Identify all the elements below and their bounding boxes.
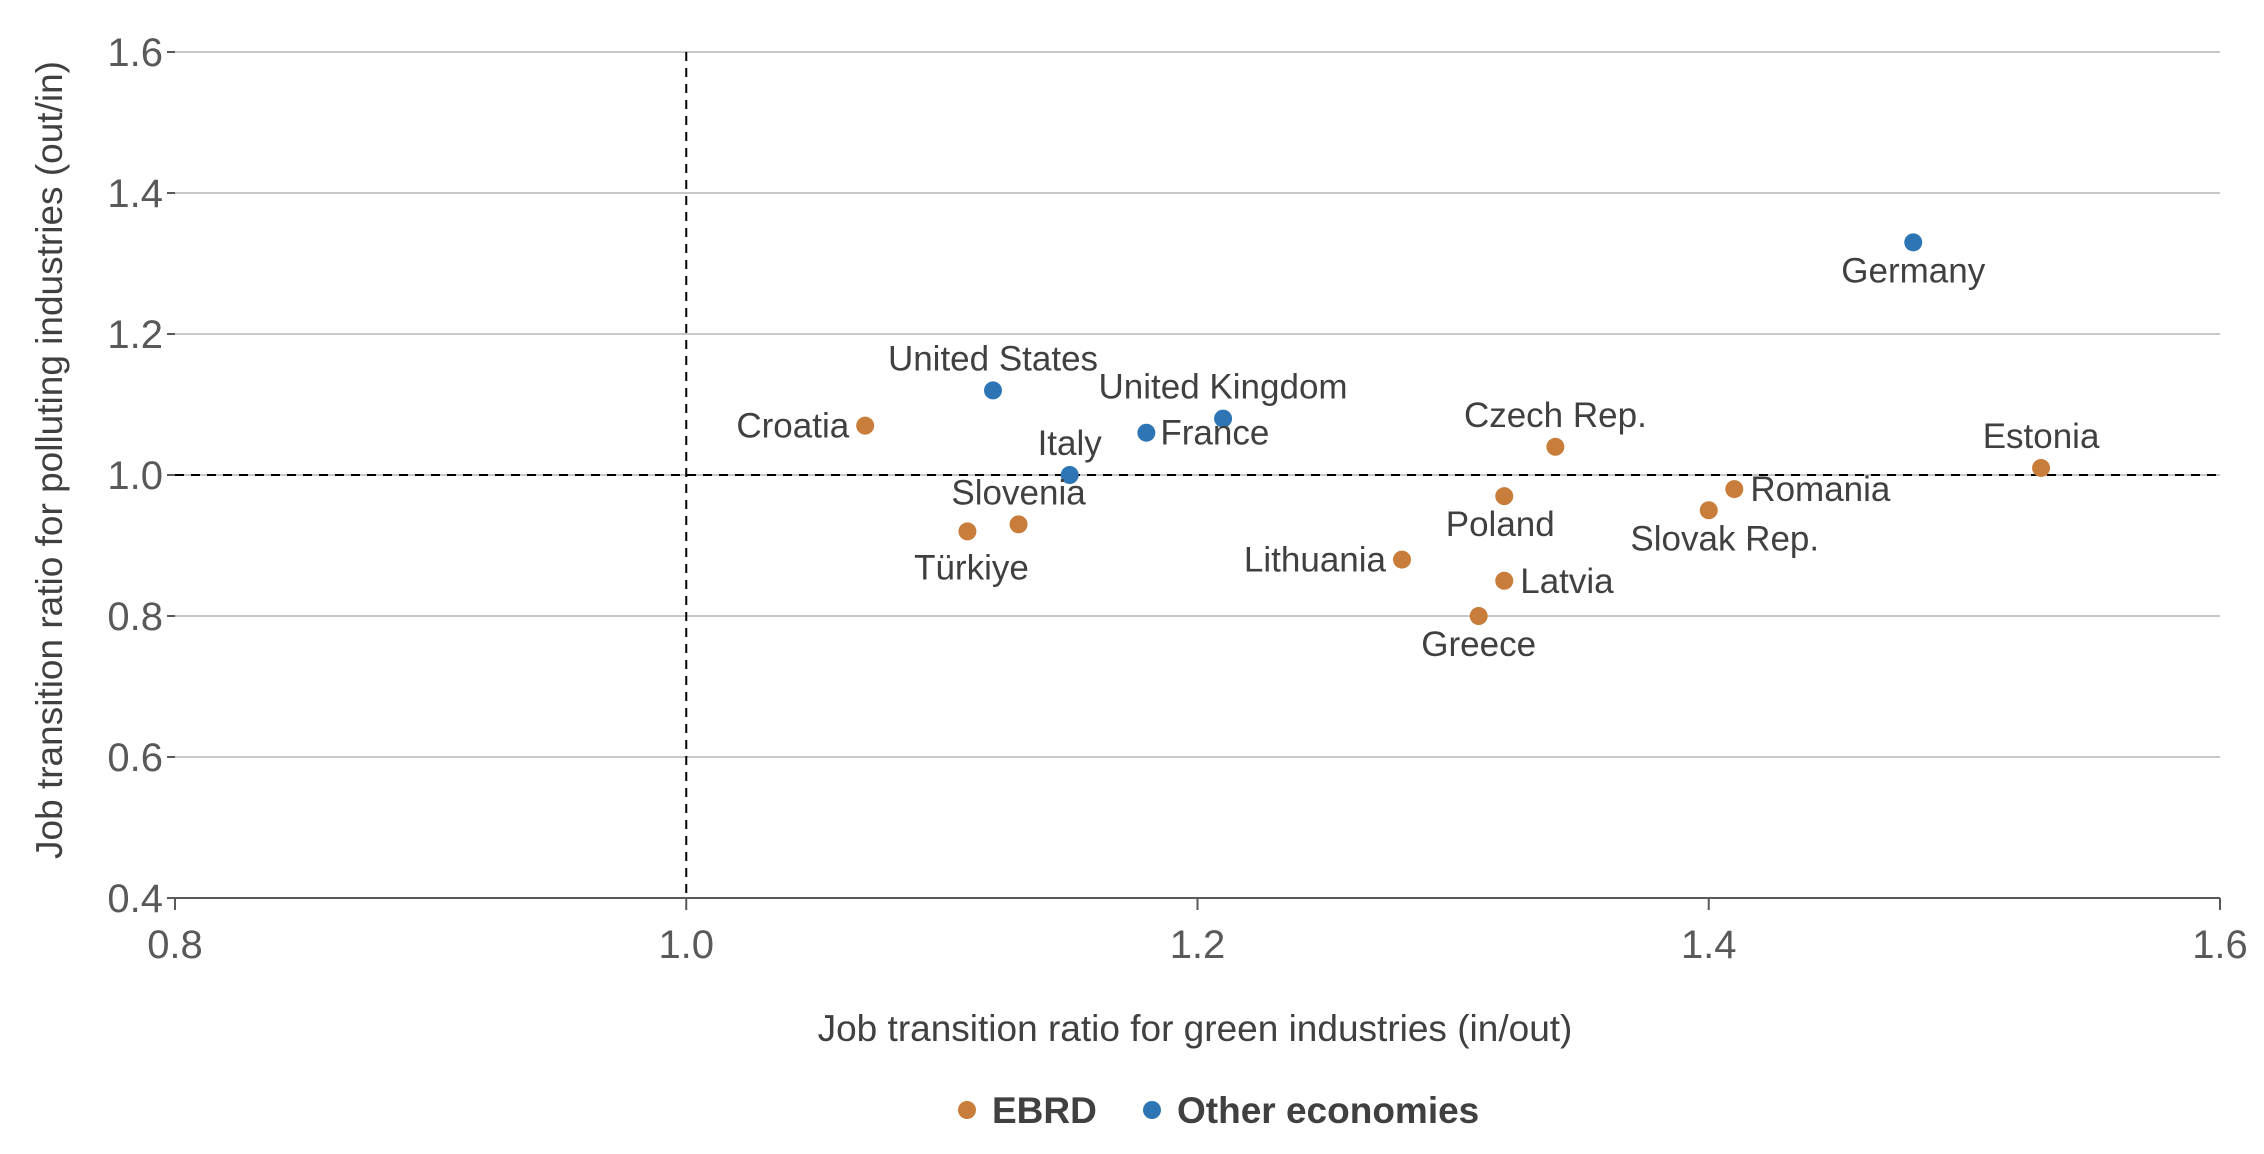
point-label-czech-rep: Czech Rep. (1464, 396, 1647, 435)
point-estonia (2032, 458, 2051, 477)
legend-label-other-economies: Other economies (1177, 1090, 1479, 1131)
y-tick-label: 1.4 (107, 172, 163, 216)
point-label-latvia: Latvia (1520, 562, 1614, 601)
point-slovak-rep (1699, 501, 1718, 520)
y-tick-label: 1.6 (107, 31, 163, 75)
point-label-united-states: United States (888, 339, 1098, 378)
x-tick-label: 1.2 (1170, 923, 1226, 967)
point-label-slovenia: Slovenia (951, 473, 1086, 512)
y-tick-label: 0.6 (107, 736, 163, 780)
legend-marker-other-economies (1143, 1101, 1161, 1119)
legend-label-ebrd: EBRD (992, 1090, 1097, 1131)
y-tick-label: 1.0 (107, 454, 163, 498)
point-label-turkiye: Türkiye (914, 548, 1029, 587)
point-label-romania: Romania (1750, 470, 1891, 509)
point-united-states (984, 381, 1002, 400)
point-label-poland: Poland (1446, 505, 1555, 544)
point-slovenia (1009, 515, 1028, 534)
point-greece (1469, 607, 1488, 625)
y-tick-label: 1.2 (107, 313, 163, 357)
y-tick-label: 0.8 (107, 595, 163, 639)
point-label-italy: Italy (1038, 424, 1103, 463)
y-tick-label: 0.4 (107, 877, 163, 921)
x-tick-label: 1.6 (2192, 923, 2248, 967)
point-poland (1495, 487, 1514, 506)
y-axis-title: Job transition ratio for polluting indus… (29, 61, 70, 859)
point-latvia (1495, 571, 1514, 590)
legend-marker-ebrd (958, 1101, 976, 1119)
legend: EBRD Other economies (958, 1090, 1479, 1131)
point-italy (1060, 466, 1079, 484)
point-label-united-kingdom: United Kingdom (1099, 368, 1348, 407)
point-croatia (856, 416, 875, 435)
x-tick-label: 0.8 (147, 923, 203, 967)
point-label-lithuania: Lithuania (1244, 541, 1387, 580)
point-romania (1725, 480, 1744, 499)
x-tick-label: 1.4 (1681, 923, 1737, 967)
point-germany (1904, 233, 1923, 252)
point-label-croatia: Croatia (736, 407, 849, 446)
x-tick-label: 1.0 (658, 923, 714, 967)
point-label-slovak-rep: Slovak Rep. (1630, 519, 1819, 558)
x-axis-title: Job transition ratio for green industrie… (818, 1008, 1573, 1049)
point-lithuania (1393, 550, 1411, 569)
point-turkiye (958, 522, 977, 541)
point-label-greece: Greece (1421, 625, 1536, 664)
point-france (1137, 423, 1156, 442)
point-label-germany: Germany (1841, 251, 1985, 290)
point-label-france: France (1160, 414, 1269, 453)
point-united-kingdom (1214, 409, 1233, 428)
point-czech-rep (1546, 437, 1565, 456)
point-label-estonia: Estonia (1983, 417, 2100, 456)
